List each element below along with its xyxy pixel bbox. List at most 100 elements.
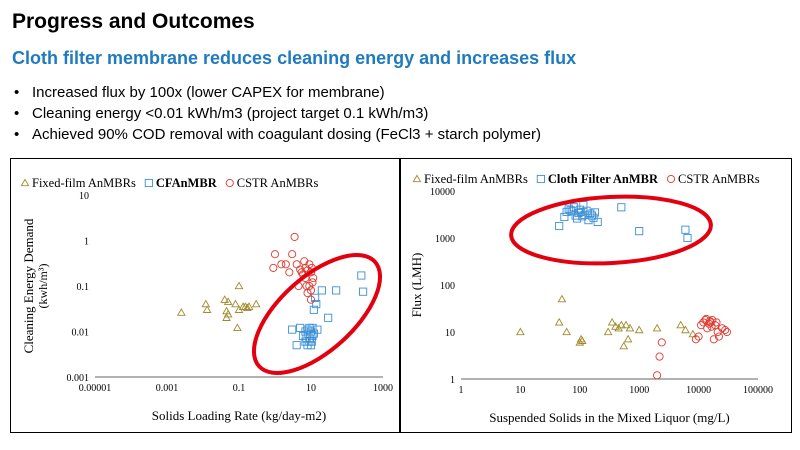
data-point-cloth-filter <box>312 300 321 309</box>
legend-label-fixed-film: Fixed-film AnMBRs <box>424 172 528 186</box>
bullet-item: Increased flux by 100x (lower CAPEX for … <box>14 82 541 103</box>
data-point-cstr <box>712 318 721 327</box>
data-point-fixed-film <box>577 336 587 344</box>
data-point-fixed-film <box>557 294 567 303</box>
legend-label-cloth-filter: CFAnMBR <box>156 176 218 190</box>
data-point-fixed-film <box>607 317 617 326</box>
data-point-cstr <box>281 260 290 269</box>
y-tick-label: 10 <box>445 328 455 339</box>
data-point-cloth-filter <box>569 203 579 212</box>
data-point-cstr <box>306 295 316 304</box>
y-tick-label: 0.01 <box>72 328 90 339</box>
y-tick-label: 0.1 <box>77 282 90 293</box>
y-tick-label: 100 <box>440 281 455 292</box>
x-tick-label: 0.00001 <box>79 383 112 394</box>
data-point-cloth-filter <box>324 313 333 322</box>
bullet-item: Achieved 90% COD removal with coagulant … <box>14 124 541 145</box>
y-tick-label: 10000 <box>430 187 455 198</box>
data-point-fixed-film <box>554 317 564 326</box>
y-axis-label: Flux (LMH) <box>409 253 424 318</box>
data-point-fixed-film <box>176 308 186 316</box>
data-point-cstr <box>653 371 662 380</box>
data-point-cstr <box>697 321 706 330</box>
data-point-cstr <box>292 260 301 269</box>
data-point-fixed-film <box>625 323 635 332</box>
y-tick-label: 1 <box>450 375 455 386</box>
data-point-cstr <box>713 327 722 337</box>
data-point-fixed-film <box>251 299 261 308</box>
legend-marker-fixed-film <box>412 174 422 183</box>
x-tick-label: 1000 <box>629 385 649 396</box>
data-point-cloth-filter <box>560 212 569 222</box>
data-point-cloth-filter <box>317 286 326 295</box>
flux-chart-panel: 1 10 100 1000 10000 100000 1 10 100 1000 10000 Susp… <box>400 158 792 433</box>
y-tick-label: 1 <box>84 237 89 248</box>
data-point-fixed-film <box>231 299 240 308</box>
data-point-fixed-film <box>201 299 211 308</box>
x-tick-label: 1000 <box>373 383 393 394</box>
data-point-cloth-filter <box>357 271 366 280</box>
data-point-fixed-film <box>681 325 690 334</box>
y-tick-label: 0.001 <box>67 373 90 384</box>
data-point-cstr <box>308 278 317 287</box>
data-point-cstr <box>706 318 715 327</box>
bullet-item: Cleaning energy <0.01 kWh/m3 (project ta… <box>14 103 541 124</box>
x-tick-label: 10 <box>306 383 316 394</box>
x-axis-label: Suspended Solids in the Mixed Liquor (mg… <box>489 410 729 425</box>
slide-title: Progress and Outcomes <box>12 10 255 33</box>
data-point-cloth-filter <box>308 331 317 340</box>
legend-label-cloth-filter: Cloth Filter AnMBR <box>548 172 659 186</box>
data-point-cstr <box>290 232 299 241</box>
y-axis-units-label: (kwh/m³) <box>36 264 50 309</box>
data-point-fixed-film <box>234 281 244 290</box>
data-point-fixed-film <box>616 320 626 329</box>
legend-marker-cloth-filter <box>144 178 153 188</box>
x-tick-label: 10000 <box>686 385 711 396</box>
data-point-fixed-film <box>222 313 231 321</box>
data-point-fixed-film <box>634 325 644 334</box>
data-point-fixed-film <box>516 327 525 336</box>
legend-marker-fixed-film <box>20 178 30 187</box>
data-point-cloth-filter <box>292 341 301 350</box>
data-point-cstr <box>703 324 712 333</box>
y-axis-label: Cleaning Energy Demand <box>21 218 36 353</box>
data-point-cloth-filter <box>589 213 598 222</box>
data-point-fixed-film <box>202 305 212 313</box>
data-point-cloth-filter <box>587 211 596 220</box>
data-point-fixed-film <box>223 297 233 305</box>
data-point-fixed-film <box>676 320 686 329</box>
data-point-cloth-filter <box>311 293 320 302</box>
flux-chart: 1 10 100 1000 10000 100000 1 10 100 1000 10000 Susp… <box>409 172 773 425</box>
data-point-cstr <box>285 268 294 277</box>
data-point-cloth-filter <box>590 208 600 217</box>
data-point-cloth-filter <box>683 233 692 243</box>
data-point-fixed-film <box>652 323 662 332</box>
data-point-cstr <box>657 338 666 347</box>
data-point-fixed-film <box>223 309 233 318</box>
data-point-cloth-filter <box>308 323 317 332</box>
x-tick-label: 0.1 <box>233 383 246 394</box>
highlight-ellipse <box>251 253 383 375</box>
cleaning-energy-chart-panel: 0.00001 0.001 0.1 10 1000 0.001 0.01 0.1 1 10 Soli… <box>10 158 400 433</box>
data-point-cstr <box>655 352 664 361</box>
data-point-fixed-film <box>220 295 230 303</box>
highlight-ellipse <box>509 194 713 266</box>
y-tick-label: 1000 <box>435 234 455 245</box>
data-point-fixed-film <box>244 302 254 310</box>
slide-subtitle: Cloth filter membrane reduces cleaning e… <box>12 48 577 68</box>
data-point-cstr <box>277 260 286 269</box>
data-point-cstr <box>714 332 723 341</box>
data-point-cloth-filter <box>332 286 341 295</box>
data-point-fixed-film <box>623 334 633 343</box>
data-point-cloth-filter <box>635 227 644 236</box>
x-tick-label: 1 <box>459 385 464 396</box>
x-tick-label: 10 <box>515 385 525 396</box>
legend-marker-cstr <box>666 174 676 184</box>
data-point-fixed-film <box>619 341 629 350</box>
legend-label-cstr: CSTR AnMBRs <box>237 176 319 190</box>
data-point-fixed-film <box>562 327 571 336</box>
legend-label-fixed-film: Fixed-film AnMBRs <box>32 176 136 190</box>
x-tick-label: 0.001 <box>156 383 179 394</box>
data-point-cstr <box>708 315 717 325</box>
x-tick-label: 100 <box>572 385 587 396</box>
